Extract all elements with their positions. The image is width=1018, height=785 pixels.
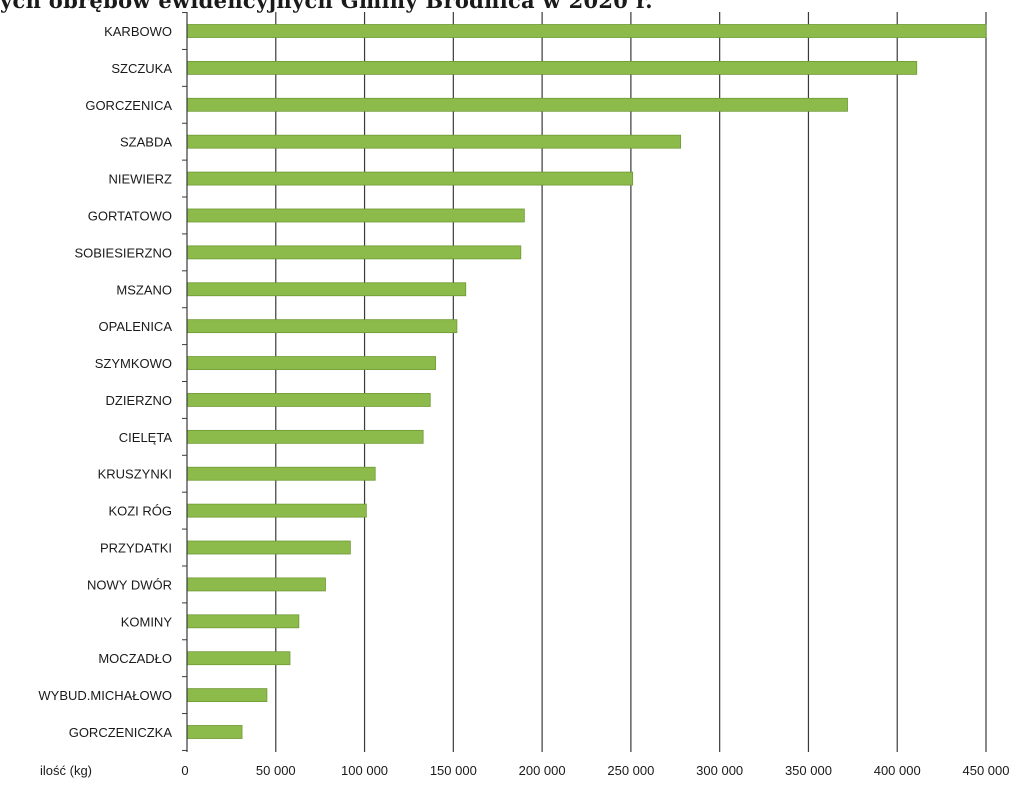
x-tick-label: 150 000 xyxy=(430,763,477,778)
category-label: SZABDA xyxy=(120,135,172,150)
category-label: KOMINY xyxy=(121,614,173,629)
category-label: DZIERZNO xyxy=(106,393,172,408)
x-tick-label: 250 000 xyxy=(607,763,654,778)
bar-16 xyxy=(186,614,300,629)
x-tick-label: 50 000 xyxy=(256,763,296,778)
category-label: PRZYDATKI xyxy=(100,541,172,556)
bar-7 xyxy=(186,282,467,297)
x-tick-label: 300 000 xyxy=(696,763,743,778)
label-layer: KARBOWO SZCZUKA GORCZENICA SZABDA NIEWIERZ GO… xyxy=(38,24,1009,778)
axis-layer xyxy=(182,12,188,752)
grid-layer xyxy=(275,12,987,752)
category-label: WYBUD.MICHAŁOWO xyxy=(38,688,172,703)
x-tick-label: 450 000 xyxy=(963,763,1010,778)
category-label: SZYMKOWO xyxy=(95,356,172,371)
bar-11 xyxy=(186,429,424,444)
bar-4 xyxy=(186,171,634,186)
category-label: NIEWIERZ xyxy=(108,172,172,187)
chart-title: ych obrębów ewidencyjnych Gminy Brodnica… xyxy=(0,0,653,13)
category-label: MSZANO xyxy=(116,282,172,297)
category-label: KOZI RÓG xyxy=(108,504,172,519)
bar-5 xyxy=(186,208,525,223)
bar-15 xyxy=(186,577,326,592)
bar-13 xyxy=(186,503,367,518)
x-tick-label: 350 000 xyxy=(785,763,832,778)
bar-8 xyxy=(186,319,458,334)
bar-9 xyxy=(186,356,436,370)
category-label: OPALENICA xyxy=(99,319,173,334)
category-label: GORCZENICZKA xyxy=(69,725,173,740)
category-label: SZCZUKA xyxy=(111,61,172,76)
category-label: GORTATOWO xyxy=(88,208,172,223)
category-label: MOCZADŁO xyxy=(98,651,172,666)
bar-18 xyxy=(186,688,268,703)
bar-14 xyxy=(186,540,351,555)
category-label: GORCZENICA xyxy=(85,98,172,113)
bar-3 xyxy=(186,134,682,149)
category-label: CIELĘTA xyxy=(119,430,173,445)
bar-layer xyxy=(186,24,987,739)
bar-10 xyxy=(186,393,431,407)
bar-12 xyxy=(186,466,376,481)
bar-6 xyxy=(186,245,522,260)
bar-0 xyxy=(186,24,987,38)
x-tick-label: 100 000 xyxy=(341,763,388,778)
bar-2 xyxy=(186,97,848,112)
bar-1 xyxy=(186,60,918,75)
bar-17 xyxy=(186,651,291,666)
x-axis-label: ilość (kg) xyxy=(40,763,92,778)
category-label: KRUSZYNKI xyxy=(98,467,172,482)
category-label: SOBIESIERZNO xyxy=(74,245,172,260)
bar-19 xyxy=(186,725,243,739)
x-tick-label: 0 xyxy=(181,763,188,778)
x-tick-label: 400 000 xyxy=(874,763,921,778)
x-tick-label: 200 000 xyxy=(519,763,566,778)
category-label: NOWY DWÓR xyxy=(87,577,172,592)
category-label: KARBOWO xyxy=(104,24,172,39)
